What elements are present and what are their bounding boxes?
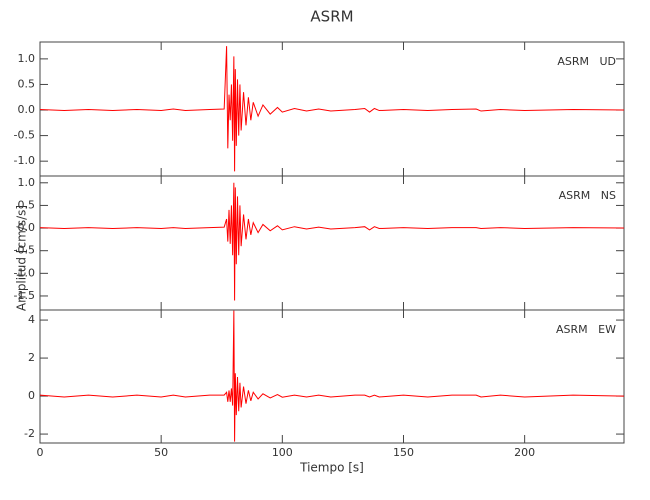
x-tick-label: 50 bbox=[154, 446, 168, 459]
y-axis-label: Amplitud [cm/s/s] bbox=[15, 205, 29, 311]
waveform bbox=[39, 310, 625, 442]
x-axis-label: Tiempo [s] bbox=[299, 461, 364, 475]
y-tick-label: 0.0 bbox=[18, 103, 36, 116]
waveform bbox=[39, 182, 625, 301]
y-tick-label: 4 bbox=[28, 313, 35, 326]
y-tick-label: -0.5 bbox=[14, 129, 35, 142]
y-tick-label: -1.0 bbox=[14, 154, 35, 167]
y-tick-label: -0.5 bbox=[14, 244, 35, 257]
panel-frame bbox=[39, 41, 625, 177]
y-tick-label: 1.0 bbox=[18, 52, 36, 65]
panel-annotation: ASRM NS bbox=[559, 189, 616, 202]
y-tick-label: -1.0 bbox=[14, 266, 35, 279]
y-tick-label: -2 bbox=[24, 427, 35, 440]
y-tick-label: 0 bbox=[28, 389, 35, 402]
waveform bbox=[39, 46, 625, 172]
y-tick-label: 0.5 bbox=[18, 77, 36, 90]
panel-annotation: ASRM EW bbox=[556, 323, 616, 336]
x-tick-label: 100 bbox=[272, 446, 293, 459]
panel-frame bbox=[39, 175, 625, 311]
panel-frame bbox=[39, 309, 625, 444]
x-tick-label: 0 bbox=[37, 446, 44, 459]
panel-annotation: ASRM UD bbox=[557, 55, 616, 68]
y-tick-label: 0.0 bbox=[18, 221, 36, 234]
y-tick-label: 1.0 bbox=[18, 176, 36, 189]
y-tick-label: -1.5 bbox=[14, 289, 35, 302]
chart-title: ASRM bbox=[310, 8, 353, 26]
y-tick-label: 2 bbox=[28, 351, 35, 364]
y-tick-label: 0.5 bbox=[18, 198, 36, 211]
x-tick-label: 200 bbox=[514, 446, 535, 459]
x-tick-label: 150 bbox=[393, 446, 414, 459]
